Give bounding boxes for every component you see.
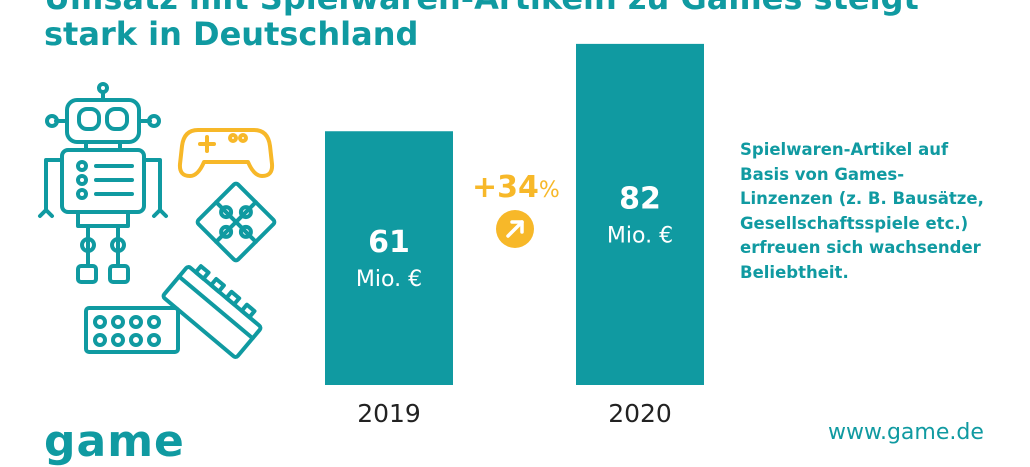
bar-unit-label: Mio. € [607, 223, 673, 248]
bar-2019 [325, 131, 453, 385]
bar-2020 [576, 43, 704, 385]
toy-illustration [38, 82, 277, 359]
building-brick-icon [84, 264, 263, 359]
gamepad-icon [177, 128, 275, 178]
page-title-line-1: Umsatz mit Spielwaren-Artikeln zu Games … [44, 0, 919, 18]
description-line: erfreuen sich wachsender [740, 238, 981, 257]
description-line: Gesellschaftsspiele etc.) [740, 213, 969, 233]
website-url: www.game.de [828, 420, 984, 445]
arrow-up-right-icon [496, 210, 534, 248]
bar-value-label: 61 [368, 225, 410, 260]
revenue-bar-chart: 61 Mio. € 2019 82 Mio. € 2020 [325, 43, 704, 428]
robot-icon [38, 82, 168, 284]
description-line: Spielwaren-Artikel auf [740, 140, 949, 159]
page-title-line-2: stark in Deutschland [44, 15, 419, 53]
change-percent-sign: % [538, 178, 560, 203]
puzzle-icon [195, 181, 277, 263]
description-text: Spielwaren-Artikel auf Basis von Games- … [740, 138, 1010, 285]
change-annotation: +34% [472, 170, 560, 205]
change-value: +34 [472, 170, 539, 205]
x-tick-label: 2019 [357, 399, 421, 428]
description-line: Linzenzen (z. B. Bausätze, [740, 189, 984, 208]
description-line: Basis von Games- [740, 164, 905, 184]
bar-unit-label: Mio. € [356, 267, 422, 292]
game-logo: game [44, 416, 185, 467]
description-line: Beliebtheit. [740, 262, 849, 282]
bar-value-label: 82 [619, 181, 661, 216]
x-tick-label: 2020 [608, 399, 672, 428]
